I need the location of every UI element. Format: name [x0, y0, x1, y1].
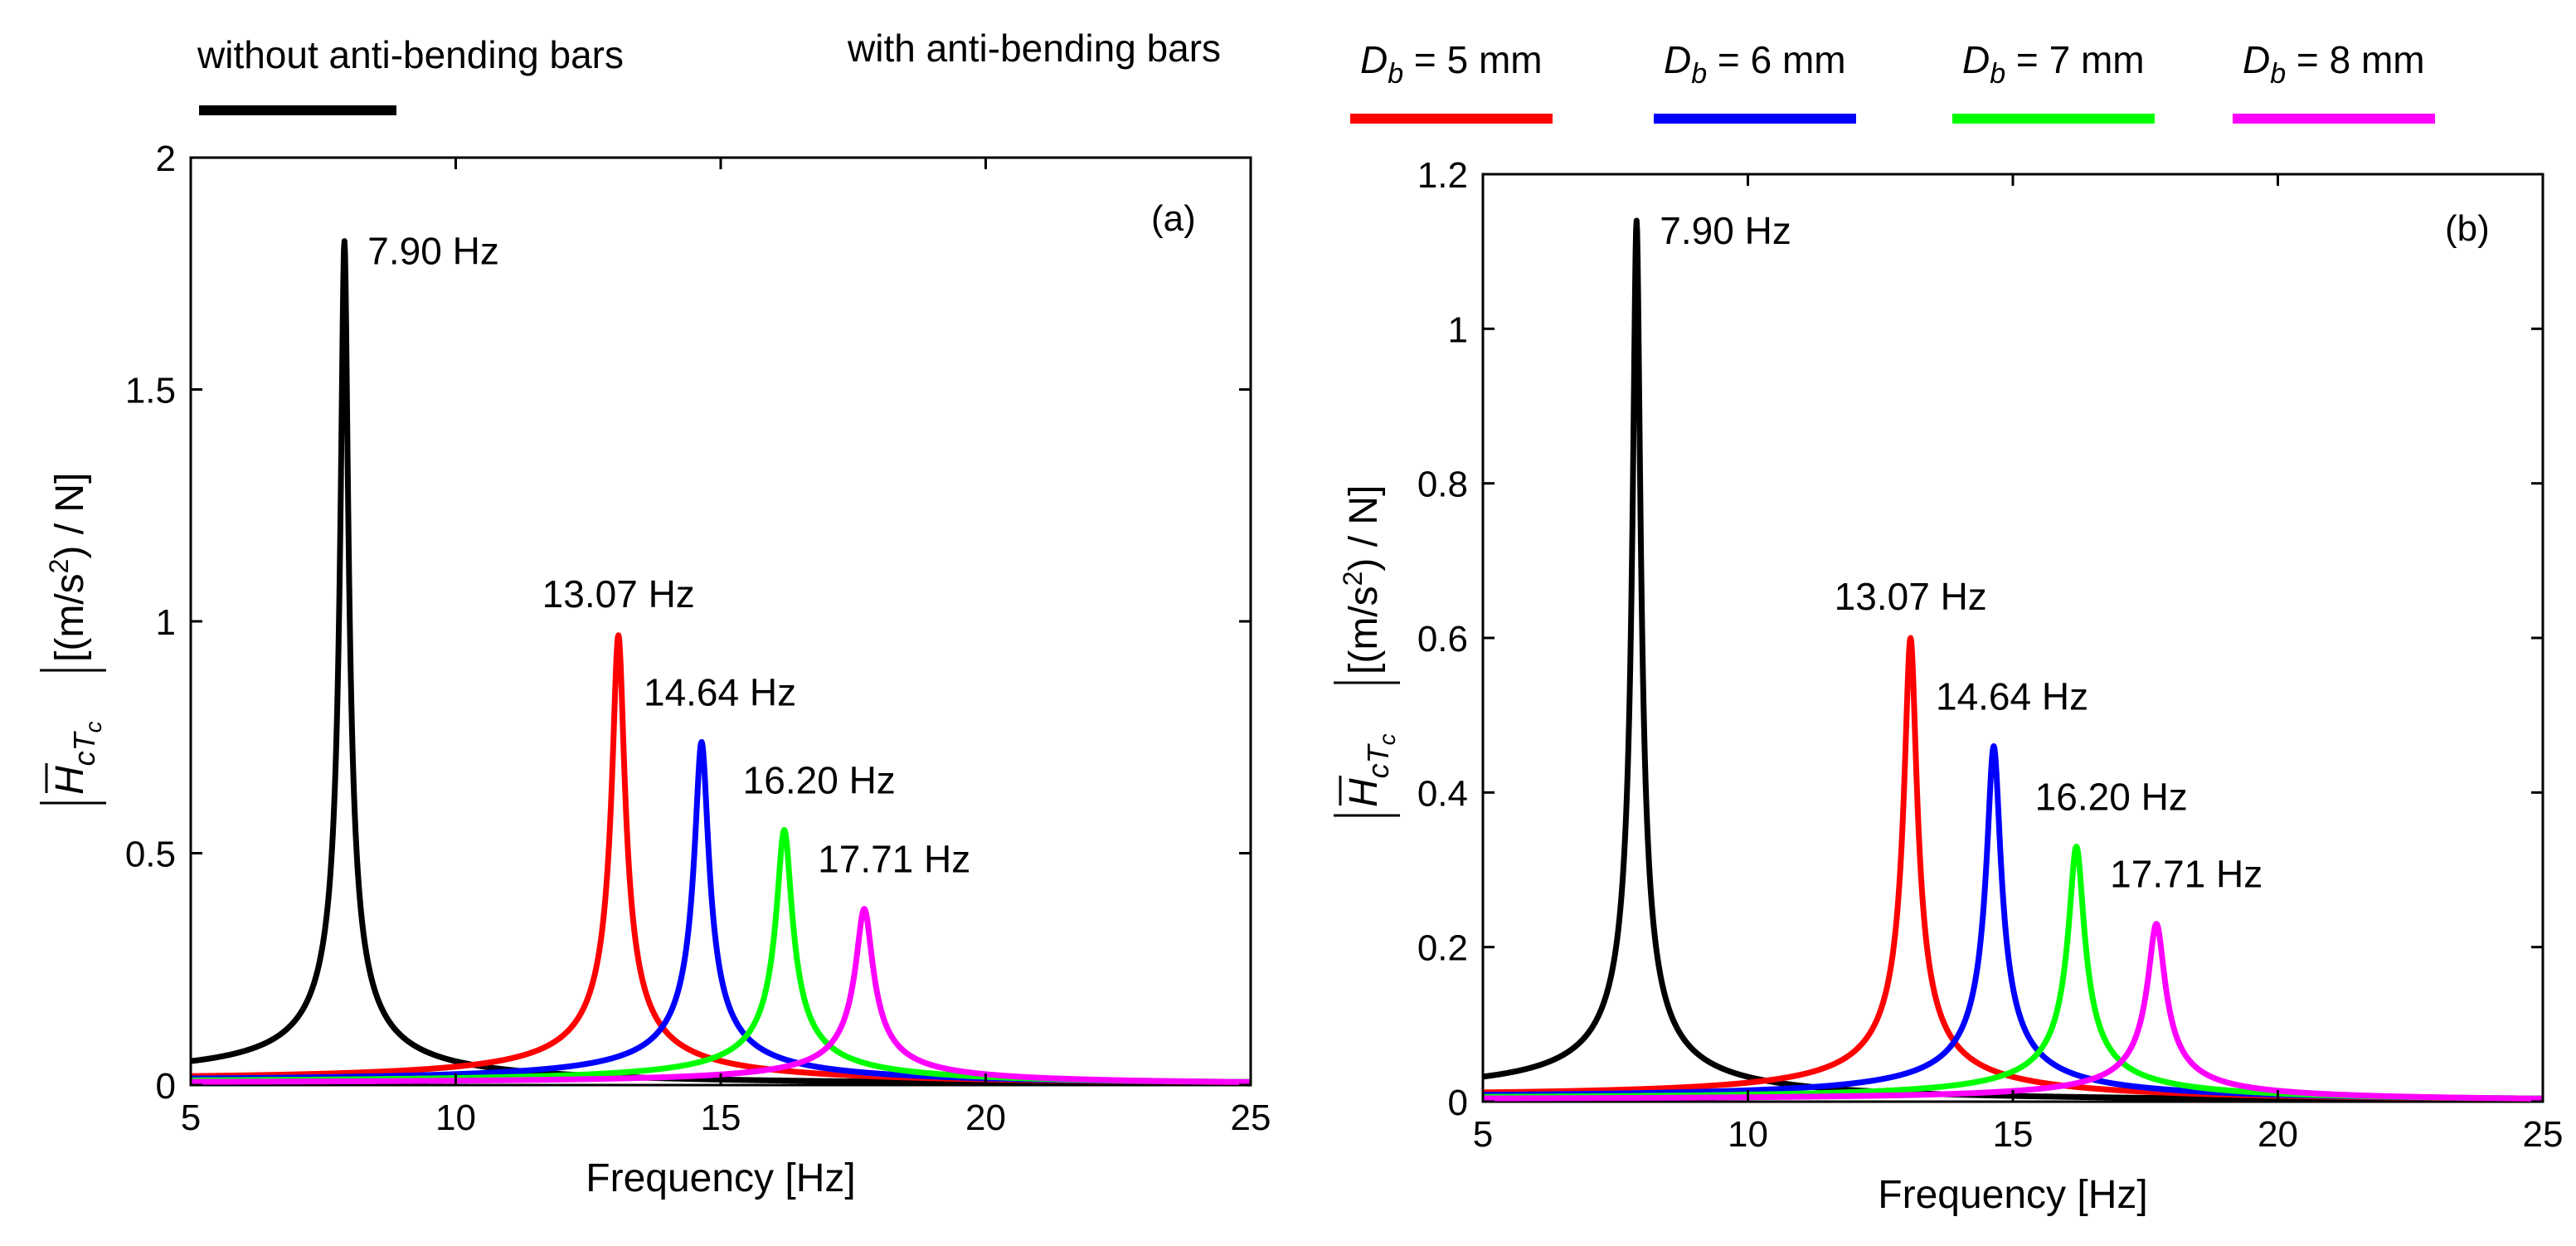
y-subscript: cT [1361, 742, 1395, 778]
y-subsubscript: c [1374, 733, 1400, 745]
x-tick-label: 25 [1231, 1098, 1271, 1138]
panel-b: 7.90 Hz 13.07 Hz 14.64 Hz 16.20 Hz 17.71 Hz 5… [1334, 155, 2563, 1217]
y-symbol: H [48, 766, 92, 795]
x-tick-label: 5 [1473, 1114, 1493, 1155]
x-tick-label: 5 [181, 1098, 201, 1138]
series-line-3 [191, 738, 1251, 1085]
legend-entry-label: Db = 5 mm [1360, 38, 1543, 90]
y-tick-label: 0.6 [1417, 619, 1468, 660]
x-tick-label: 25 [2523, 1114, 2564, 1155]
peak-label: 7.90 Hz [1660, 209, 1791, 252]
x-tick-label: 20 [965, 1098, 1006, 1138]
y-symbol: H [1342, 778, 1386, 807]
panel-tag: (b) [2445, 208, 2490, 249]
x-tick-label: 15 [701, 1098, 741, 1138]
x-tick-label: 15 [1993, 1114, 2034, 1155]
db-subscript: b [1388, 58, 1403, 90]
db-value: = 7 mm [2005, 38, 2144, 81]
series-line-1 [1483, 217, 2543, 1103]
db-symbol: D [2243, 38, 2270, 81]
legend-with: with anti-bending bars [847, 27, 1221, 70]
db-subscript: b [1691, 58, 1707, 90]
peak-label: 13.07 Hz [542, 572, 695, 616]
legend-without-label: without anti-bending bars [197, 33, 624, 76]
db-symbol: D [1360, 38, 1388, 81]
legend-entry-3: Db = 7 mm [1952, 38, 2155, 124]
panel-a: 7.90 Hz 13.07 Hz 14.64 Hz 16.20 Hz 17.71 Hz 5… [40, 139, 1271, 1200]
y-subsubscript: c [80, 721, 106, 733]
y-tick-label: 0 [1448, 1083, 1468, 1123]
panel-tag: (a) [1151, 198, 1196, 239]
y-tick-label: 1.2 [1417, 155, 1468, 196]
y-units-post: ) / N] [48, 473, 92, 559]
y-subscript: cT [67, 730, 101, 766]
x-tick-label: 20 [2258, 1114, 2298, 1155]
peak-label: 17.71 Hz [2110, 853, 2263, 896]
db-subscript: b [1990, 58, 2005, 90]
db-value: = 6 mm [1707, 38, 1845, 81]
peak-label: 16.20 Hz [2035, 776, 2188, 819]
x-axis-label: Frequency [Hz] [586, 1156, 855, 1200]
y-tick-label: 1 [156, 602, 176, 643]
y-units-post: ) / N] [1342, 485, 1386, 572]
y-axis-label-text: HcTc [(m/s2) / N] [44, 473, 106, 795]
series-group [1483, 217, 2543, 1103]
legend-entry-1: Db = 5 mm [1350, 38, 1553, 124]
db-subscript: b [2270, 58, 2286, 90]
peak-label: 14.64 Hz [644, 670, 796, 713]
y-units-pre: [(m/s [1342, 586, 1386, 674]
y-axis-label: HcTc [(m/s2) / N] [1334, 485, 1400, 817]
peak-label: 13.07 Hz [1835, 575, 1987, 618]
y-tick-label: 0.5 [125, 835, 176, 875]
peak-label: 17.71 Hz [818, 838, 970, 881]
y-units-sup: 2 [44, 559, 74, 574]
db-symbol: D [1664, 38, 1691, 81]
legend-entry-2: Db = 6 mm [1654, 38, 1856, 124]
peak-label: 16.20 Hz [743, 759, 896, 802]
legend-entries: Db = 5 mm Db = 6 mm Db = 7 mm Db = 8 mm [1350, 38, 2435, 124]
db-value: = 8 mm [2286, 38, 2424, 81]
legend-entry-4: Db = 8 mm [2233, 38, 2435, 124]
legend-entry-label: Db = 6 mm [1664, 38, 1846, 90]
y-axis-label: HcTc [(m/s2) / N] [40, 473, 106, 805]
legend-without: without anti-bending bars [197, 33, 624, 115]
x-tick-label: 10 [1728, 1114, 1768, 1155]
legend-entry-label: Db = 8 mm [2243, 38, 2425, 90]
y-tick-label: 0.4 [1417, 773, 1468, 814]
peak-label: 14.64 Hz [1936, 674, 2088, 718]
legend-with-label: with anti-bending bars [847, 27, 1221, 70]
peak-label: 7.90 Hz [367, 230, 499, 273]
x-axis-label: Frequency [Hz] [1878, 1173, 2147, 1217]
db-symbol: D [1962, 38, 1990, 81]
series-group [191, 238, 1251, 1087]
x-tick-label: 10 [435, 1098, 476, 1138]
series-line-4 [191, 827, 1251, 1085]
series-line-3 [1483, 742, 2543, 1102]
y-tick-label: 0.2 [1417, 928, 1468, 969]
y-tick-label: 0.8 [1417, 465, 1468, 505]
y-tick-label: 1.5 [125, 371, 176, 411]
y-units-sup: 2 [1338, 572, 1368, 586]
db-value: = 5 mm [1403, 38, 1542, 81]
y-units-pre: [(m/s [48, 573, 92, 662]
legend-entry-label: Db = 7 mm [1962, 38, 2145, 90]
y-axis-label-text: HcTc [(m/s2) / N] [1338, 485, 1400, 807]
y-tick-label: 2 [156, 139, 176, 179]
y-tick-label: 1 [1448, 309, 1468, 350]
y-tick-label: 0 [156, 1066, 176, 1107]
